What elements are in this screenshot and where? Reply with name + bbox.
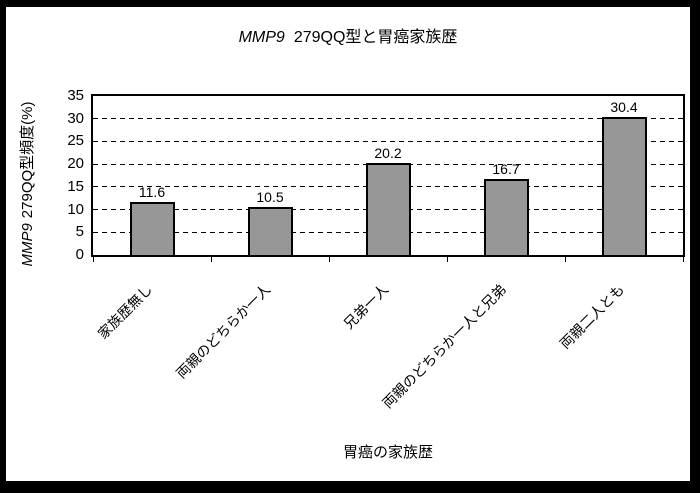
y-tick-label-5: 5: [75, 223, 84, 241]
bar-value-label-3: 20.2: [374, 145, 402, 162]
bar-3: [365, 163, 411, 255]
y-axis-label-rest: 279QQ型頻度(%): [19, 101, 36, 219]
x-axis-tick-2: [328, 257, 330, 262]
x-category-label-5: 両親二人とも: [556, 281, 628, 352]
chart-title-italic-part: MMP9: [238, 29, 285, 46]
x-category-label-1: 家族歴無し: [94, 281, 156, 342]
x-axis-tick-3: [446, 257, 448, 262]
x-axis-title: 胃癌の家族歴: [342, 444, 433, 461]
bar-5: [601, 116, 647, 255]
bar-1: [129, 202, 175, 255]
y-tick-label-10: 10: [67, 200, 84, 218]
y-tick-label-15: 15: [67, 177, 84, 195]
x-category-label-3: 兄弟一人: [340, 281, 392, 332]
chart-title: MMP9 279QQ型と胃癌家族歴: [6, 27, 690, 49]
y-tick-label-35: 35: [67, 87, 84, 104]
bar-value-label-5: 30.4: [610, 98, 638, 115]
x-axis-tick-0: [92, 257, 94, 262]
y-tick-label-20: 20: [67, 155, 84, 173]
bar-value-label-1: 11.6: [138, 184, 166, 201]
x-category-label-2: 両親のどちらか一人: [172, 281, 274, 382]
y-tick-label-25: 25: [67, 132, 84, 150]
y-tick-label-30: 30: [67, 109, 84, 127]
y-axis-label: MMP9 279QQ型頻度(%): [19, 44, 37, 324]
x-axis-tick-5: [682, 257, 684, 262]
plot-area: 11.6 10.5 20.2 16.7 30.4: [91, 94, 685, 257]
x-category-label-4: 両親のどちらか一人と兄弟: [379, 281, 510, 412]
gridline-25: [93, 140, 683, 142]
bar-value-label-4: 16.7: [492, 161, 520, 178]
x-axis-tick-4: [564, 257, 566, 262]
y-axis-label-italic-part: MMP9: [19, 223, 36, 267]
x-axis-tick-1: [210, 257, 212, 262]
gridline-30: [93, 118, 683, 120]
bar-value-label-2: 10.5: [256, 189, 284, 206]
bar-2: [247, 207, 293, 255]
y-tick-label-0: 0: [75, 246, 84, 263]
bar-4: [483, 179, 529, 255]
chart-title-rest: 279QQ型と胃癌家族歴: [293, 29, 458, 46]
